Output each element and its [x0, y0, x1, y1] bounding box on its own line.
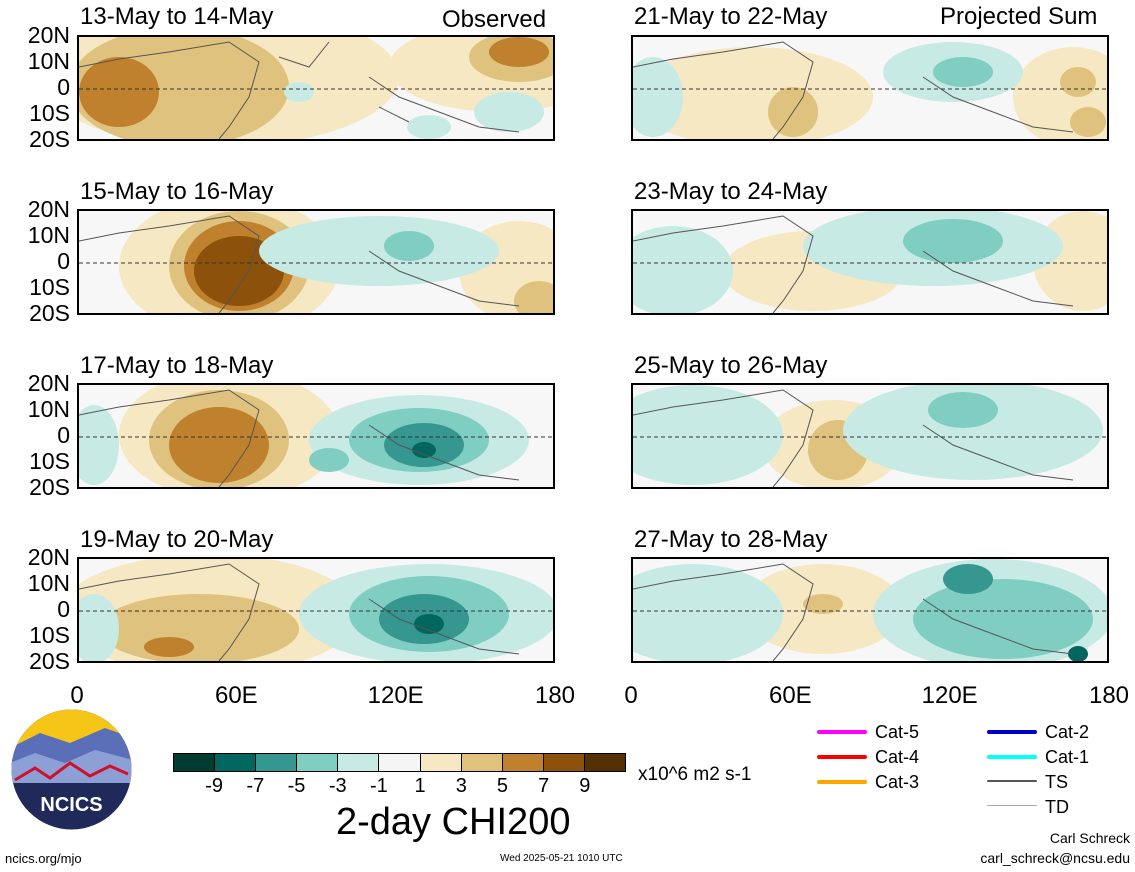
footer-site: ncics.org/mjo — [5, 851, 82, 866]
colorbar-tick: 9 — [579, 775, 591, 797]
map-panel-projected-1 — [631, 35, 1109, 141]
lat-label: 0 — [57, 596, 70, 622]
lat-label: 10N — [27, 570, 70, 596]
storm-legend-line — [987, 730, 1037, 734]
panel-tag-observed: Observed — [442, 6, 547, 33]
storm-legend-label: TD — [1045, 797, 1069, 817]
map-panel-observed-4 — [77, 557, 555, 663]
storm-legend-line — [987, 805, 1037, 806]
panel-title-1: 13-May to 14-May — [80, 3, 274, 30]
lat-label: 10N — [27, 222, 70, 248]
storm-legend-line — [817, 780, 867, 784]
storm-legend-label: Cat-1 — [1045, 747, 1090, 767]
lat-label: 20S — [29, 300, 70, 326]
map-panel-observed-2 — [77, 209, 555, 315]
lat-label: 0 — [57, 248, 70, 274]
lat-label: 20S — [29, 474, 70, 500]
lon-label: 60E — [214, 682, 258, 709]
logo-text: NCICS — [40, 794, 102, 816]
lat-label: 10S — [29, 622, 70, 648]
panel-title-6: 25-May to 26-May — [634, 352, 828, 379]
colorbar-swatch — [379, 754, 421, 771]
map-panel-observed-3 — [77, 383, 555, 489]
colorbar-tick: -9 — [205, 775, 224, 797]
map-panel-observed-1 — [77, 35, 555, 141]
colorbar-swatch — [584, 754, 626, 771]
colorbar-tick: 7 — [538, 775, 550, 797]
panel-title-7: 19-May to 20-May — [80, 526, 274, 553]
lat-label: 20S — [29, 126, 70, 152]
footer-author: Carl Schreck — [1049, 830, 1130, 846]
lat-label: 10S — [29, 448, 70, 474]
colorbar-swatch — [174, 754, 216, 771]
storm-legend-line — [987, 755, 1037, 759]
panel-title-3: 15-May to 16-May — [80, 178, 274, 205]
ncics-logo: NCICS — [10, 708, 133, 831]
lon-label: 0 — [624, 682, 638, 709]
panel-title-5: 17-May to 18-May — [80, 352, 274, 379]
map-panel-projected-4 — [631, 557, 1109, 663]
lon-label: 60E — [768, 682, 812, 709]
colorbar-tick: 1 — [414, 775, 426, 797]
panel-title-2: 21-May to 22-May — [634, 3, 828, 30]
lon-label: 180 — [1088, 682, 1130, 709]
colorbar-swatch — [543, 754, 585, 771]
colorbar-tick: -1 — [370, 775, 388, 797]
colorbar-swatch — [215, 754, 257, 771]
lon-label: 120E — [367, 682, 424, 709]
colorbar — [173, 753, 626, 772]
lat-label: 0 — [57, 74, 70, 100]
colorbar-tick: 5 — [496, 775, 509, 797]
colorbar-tick: -7 — [246, 775, 265, 797]
storm-legend-label: Cat-5 — [875, 722, 920, 742]
storm-legend-line — [817, 730, 867, 734]
map-panel-projected-3 — [631, 383, 1109, 489]
storm-legend-line — [817, 755, 867, 759]
map-panel-projected-2 — [631, 209, 1109, 315]
lon-label: 0 — [70, 682, 84, 709]
lat-label: 10N — [27, 396, 70, 422]
storm-legend-label: TS — [1045, 772, 1069, 792]
lat-label: 10S — [29, 100, 70, 126]
storm-legend-label: Cat-3 — [875, 772, 920, 792]
storm-legend-label: Cat-2 — [1045, 722, 1090, 742]
lat-label: 10N — [27, 48, 70, 74]
colorbar-tick: -3 — [328, 775, 347, 797]
lon-label: 120E — [921, 682, 978, 709]
lat-label: 0 — [57, 422, 70, 448]
lat-label: 20N — [27, 544, 70, 570]
panel-title-4: 23-May to 24-May — [634, 178, 828, 205]
colorbar-swatch — [256, 754, 298, 771]
footer-timestamp: Wed 2025-05-21 1010 UTC — [500, 853, 623, 864]
footer-email: carl_schreck@ncsu.edu — [980, 850, 1130, 866]
colorbar-tick: 3 — [455, 775, 467, 797]
colorbar-swatch — [297, 754, 339, 771]
colorbar-swatch — [338, 754, 380, 771]
lon-label: 180 — [534, 682, 576, 709]
lat-label: 20N — [27, 22, 70, 48]
lat-label: 10S — [29, 274, 70, 300]
panel-title-8: 27-May to 28-May — [634, 526, 828, 553]
colorbar-tick: -5 — [287, 775, 306, 797]
lat-label: 20N — [27, 196, 70, 222]
panel-tag-projected: Projected Sum — [940, 3, 1098, 30]
colorbar-title: 2-day CHI200 — [336, 801, 571, 843]
colorbar-swatch — [420, 754, 462, 771]
colorbar-swatch — [461, 754, 503, 771]
lat-label: 20N — [27, 370, 70, 396]
storm-legend-line — [987, 780, 1037, 782]
lat-label: 20S — [29, 648, 70, 674]
colorbar-units: x10^6 m2 s-1 — [638, 764, 752, 785]
colorbar-swatch — [502, 754, 544, 771]
storm-legend-label: Cat-4 — [875, 747, 920, 767]
